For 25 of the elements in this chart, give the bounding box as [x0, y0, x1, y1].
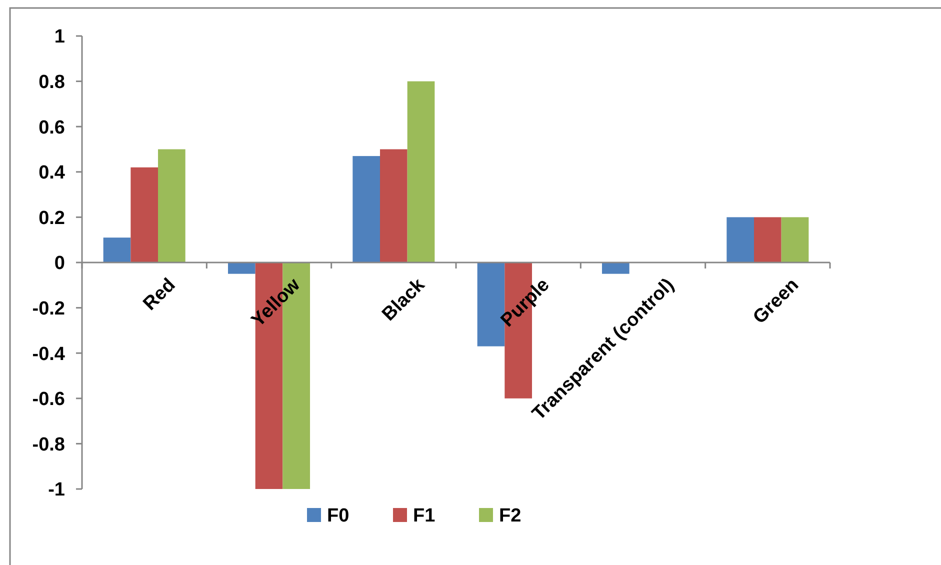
- y-tick-label: 1: [54, 26, 66, 48]
- bar: [103, 238, 131, 262]
- y-tick-label: -0.6: [32, 389, 65, 410]
- y-tick-label: -0.4: [32, 344, 66, 365]
- legend-label: F1: [413, 506, 436, 527]
- bar: [228, 262, 256, 274]
- bar: [754, 217, 782, 262]
- y-tick-label: -0.2: [32, 298, 65, 320]
- legend-label: F0: [327, 506, 350, 527]
- y-tick-label: -1: [48, 480, 66, 501]
- y-tick-label: 0.8: [38, 72, 65, 93]
- y-tick-label: 0.2: [38, 208, 65, 229]
- y-tick-label: 0.4: [38, 162, 66, 184]
- legend-label: F2: [499, 506, 522, 527]
- bar: [130, 167, 158, 262]
- bar: [158, 149, 186, 262]
- bar: [352, 156, 380, 262]
- bar: [726, 217, 754, 262]
- bar: [380, 149, 408, 262]
- bar: [407, 81, 435, 262]
- y-tick-label: -0.8: [32, 434, 65, 456]
- bar: [781, 217, 809, 262]
- y-tick-label: 0: [54, 253, 65, 274]
- bar: [602, 262, 630, 274]
- y-tick-label: 0.6: [38, 117, 65, 138]
